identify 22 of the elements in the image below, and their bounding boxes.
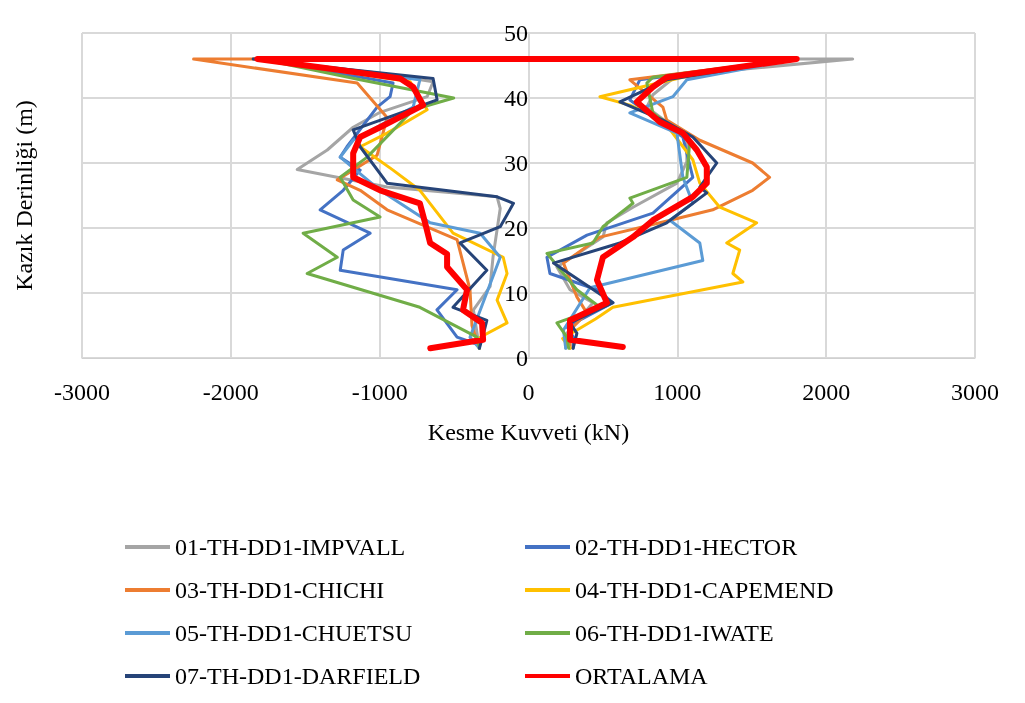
x-tick-label: -2000 bbox=[202, 379, 259, 405]
x-tick-label: -3000 bbox=[54, 379, 110, 405]
x-tick-label: -1000 bbox=[351, 379, 408, 405]
x-tick-label: 3000 bbox=[951, 379, 999, 405]
legend-label: 04-TH-DD1-CAPEMEND bbox=[575, 577, 834, 603]
legend-label: ORTALAMA bbox=[575, 663, 709, 689]
y-tick-label: 40 bbox=[504, 85, 528, 111]
legend-label: 02-TH-DD1-HECTOR bbox=[575, 534, 798, 560]
legend-label: 03-TH-DD1-CHICHI bbox=[175, 577, 385, 603]
y-tick-label: 0 bbox=[516, 345, 528, 371]
legend-label: 01-TH-DD1-IMPVALL bbox=[175, 534, 406, 560]
y-tick-label: 20 bbox=[504, 215, 528, 241]
legend-label: 06-TH-DD1-IWATE bbox=[575, 620, 774, 646]
x-tick-label: 2000 bbox=[802, 379, 851, 405]
legend-label: 05-TH-DD1-CHUETSU bbox=[175, 620, 413, 646]
y-axis-title: Kazık Derinliği (m) bbox=[11, 100, 37, 291]
y-tick-label: 50 bbox=[504, 20, 528, 46]
y-tick-label: 10 bbox=[504, 280, 528, 306]
legend-label: 07-TH-DD1-DARFIELD bbox=[175, 663, 421, 689]
y-tick-label: 30 bbox=[504, 150, 528, 176]
x-axis-title: Kesme Kuvveti (kN) bbox=[427, 419, 630, 445]
x-tick-label: 1000 bbox=[653, 379, 702, 405]
